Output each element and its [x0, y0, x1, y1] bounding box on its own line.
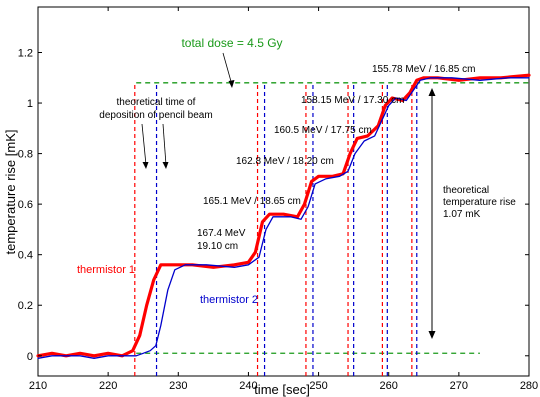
- series-line-1: [36, 73, 531, 358]
- x-tick-label: 280: [520, 380, 538, 392]
- y-tick-label: 1.2: [18, 47, 33, 59]
- energy-label-4: 160.5 MeV / 17.75 cm: [274, 125, 372, 136]
- x-tick-label: 210: [29, 380, 47, 392]
- ticks: [37, 7, 530, 376]
- y-axis-label: temperature rise [mK]: [3, 130, 18, 255]
- deposition-arrowhead-blue: [162, 162, 169, 169]
- theoretical-rise-arrowhead-top: [428, 88, 436, 96]
- energy-label-2: 165.1 MeV / 18.65 cm: [203, 196, 301, 207]
- y-tick-label: 0.4: [18, 250, 33, 262]
- total-dose-arrow: [222, 52, 233, 86]
- tick-labels: 210 220 230 240 250 260 270 280 0 0.2 0.4 0.6 0.8 1 1.…: [18, 47, 538, 392]
- x-tick-label: 220: [99, 380, 117, 392]
- deposition-note-line2: deposition of pencil beam: [99, 110, 212, 121]
- total-dose-arrowhead: [228, 80, 235, 88]
- energy-label-5: 158.15 MeV / 17.30 cm: [301, 95, 404, 106]
- y-tick-label: 0: [27, 351, 33, 363]
- y-tick-label: 0.2: [18, 300, 33, 312]
- energy-label-1-line1: 167.4 MeV: [197, 228, 246, 239]
- theoretical-rise-line2: temperature rise: [443, 197, 516, 208]
- thermistor-1-label: thermistor 1: [77, 264, 135, 276]
- deposition-arrowhead-red: [142, 162, 149, 169]
- deposition-arrow-red: [141, 123, 147, 166]
- theoretical-rise-arrowhead-bottom: [428, 331, 436, 339]
- energy-label-6: 155.78 MeV / 16.85 cm: [372, 64, 475, 75]
- energy-label-3: 162.8 MeV / 18.20 cm: [236, 156, 334, 167]
- energy-label-1-line2: 19.10 cm: [197, 241, 238, 252]
- thermistor-2-label: thermistor 2: [200, 294, 258, 306]
- x-tick-label: 230: [169, 380, 187, 392]
- x-tick-label: 240: [239, 380, 257, 392]
- x-tick-label: 260: [380, 380, 398, 392]
- y-tick-label: 1: [27, 98, 33, 110]
- reference-lines: [136, 82, 529, 354]
- deposition-arrow-blue: [162, 123, 167, 166]
- x-tick-label: 270: [450, 380, 468, 392]
- plot-frame: [37, 6, 530, 377]
- theoretical-rise-line1: theoretical: [443, 185, 489, 196]
- series-layer: [36, 73, 531, 359]
- total-dose-label: total dose = 4.5 Gy: [181, 36, 282, 50]
- x-tick-label: 250: [309, 380, 327, 392]
- y-tick-label: 0.6: [18, 199, 33, 211]
- y-tick-label: 0.8: [18, 149, 33, 161]
- theoretical-rise-line3: 1.07 mK: [443, 209, 481, 220]
- series-line-2: [37, 77, 530, 359]
- x-axis-label: time [sec]: [254, 382, 310, 397]
- deposition-note-line1: theoretical time of: [117, 97, 196, 108]
